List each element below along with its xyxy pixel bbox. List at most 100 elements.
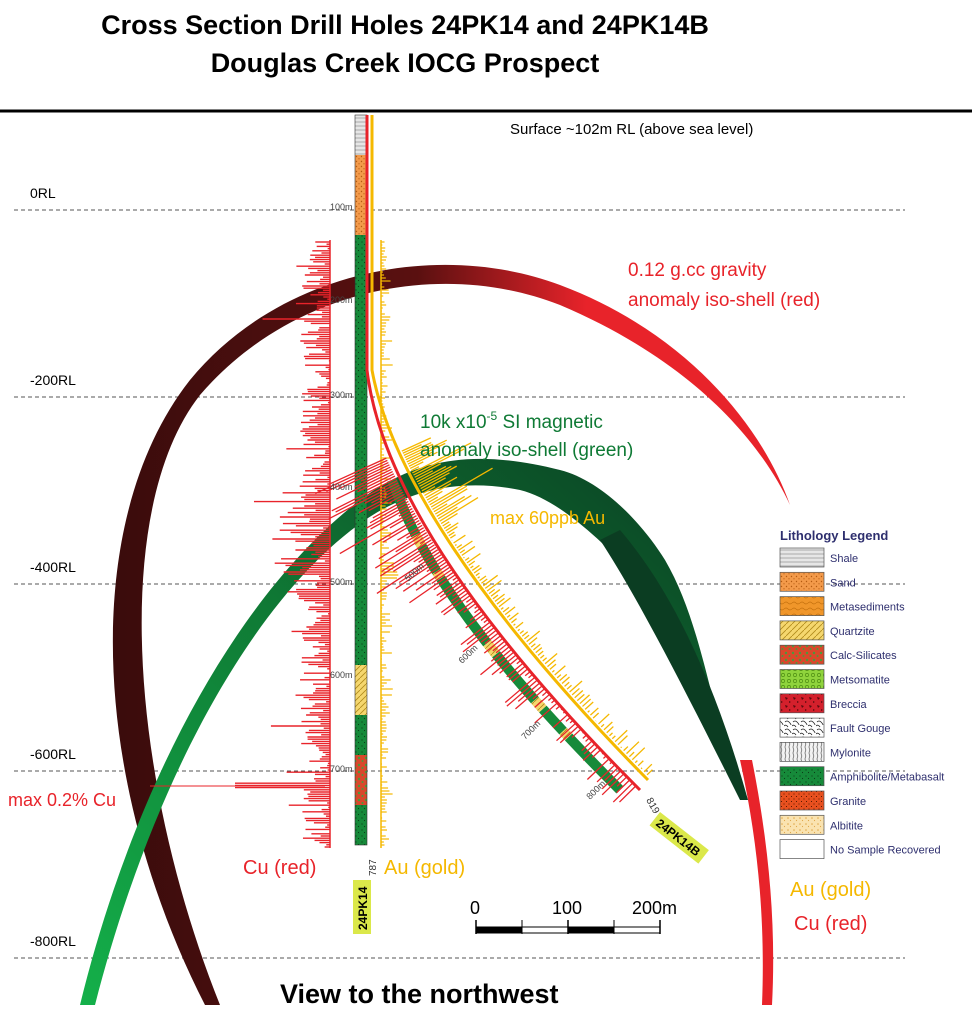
au-bar (643, 763, 653, 773)
cu-bar (497, 651, 514, 666)
au-bar (466, 553, 481, 564)
cu-bar (409, 572, 454, 604)
au-bar (402, 444, 422, 454)
au-bar (515, 621, 524, 629)
au-bar (526, 630, 541, 643)
cu-bar (402, 561, 447, 592)
cu-bar (601, 752, 604, 755)
au-bar (646, 769, 653, 776)
au-bar (524, 634, 530, 640)
cu-bar (604, 767, 618, 781)
right-cu-label: Cu (red) (794, 913, 867, 935)
cu-bar (616, 780, 630, 794)
legend-item-label: Mylonite (830, 747, 871, 759)
au-bar (519, 630, 525, 634)
legend-item-label: No Sample Recovered (830, 845, 941, 857)
au-bar (551, 669, 555, 673)
cu-bar (466, 624, 493, 645)
depth-mark: 700m (330, 764, 353, 774)
au-bar (412, 442, 472, 474)
au-bar (542, 657, 548, 662)
legend-title: Lithology Legend (780, 528, 888, 543)
rl-label: 0RL (30, 185, 56, 201)
magnetic-label-text: 10k x10 (420, 412, 487, 433)
au-bar (556, 674, 562, 679)
legend-item-label: Quartzite (830, 626, 875, 638)
cu-bar (389, 512, 416, 529)
cu-bar (330, 457, 387, 485)
au-bar (488, 588, 496, 595)
au-bar (482, 574, 499, 587)
cu-bar (512, 668, 528, 683)
au-bar (513, 623, 516, 626)
cu-bar (452, 577, 457, 581)
au-bar (425, 482, 452, 499)
cu-bar (440, 592, 469, 614)
au-bar (637, 760, 644, 767)
legend-item-label: Metsomatite (830, 675, 890, 687)
cu-legend-label: Cu (red) (243, 857, 316, 879)
cu-bar (506, 663, 524, 678)
au-bar (405, 439, 448, 461)
au-bar (459, 549, 466, 554)
cu-bar (480, 616, 486, 621)
au-bar (470, 565, 474, 569)
au-bar (533, 643, 541, 651)
cu-bar (463, 603, 476, 613)
au-bar (468, 560, 476, 566)
au-bar (569, 680, 583, 693)
au-bar (634, 760, 638, 764)
cu-bar (372, 517, 419, 546)
au-bar (631, 747, 646, 761)
cu-bar (581, 740, 592, 752)
cu-bar (495, 643, 508, 654)
gravity-label-line1: 0.12 g.cc gravity (628, 260, 767, 281)
au-bar (477, 576, 481, 579)
au-bar (549, 663, 557, 670)
cu-bar (443, 595, 471, 616)
au-bar (603, 721, 613, 731)
au-bar (623, 746, 629, 752)
legend-swatch (779, 596, 825, 616)
legend-item-label: Albitite (830, 820, 863, 832)
au-bar (490, 589, 501, 597)
depth-mark: 400m (330, 482, 353, 492)
right-au-label: Au (gold) (790, 879, 871, 901)
depth-mark: 700m (519, 718, 542, 741)
cu-bar (328, 482, 399, 520)
cu-bar (582, 735, 587, 739)
au-bar (475, 572, 480, 577)
au-bar (409, 461, 424, 470)
cu-bar (416, 522, 422, 526)
cu-bar (396, 496, 407, 503)
au-bar (464, 557, 470, 561)
cu-bar (582, 732, 584, 734)
cu-bar (517, 682, 540, 702)
magnetic-anomaly-shell-edge (600, 530, 748, 800)
cu-bar (378, 529, 426, 560)
au-bar (433, 503, 448, 513)
au-bar (517, 628, 521, 632)
depth-mark: 500m (330, 577, 353, 587)
legend-item-label: Fault Gouge (830, 723, 891, 735)
cu-bar (491, 654, 517, 676)
au-bar (492, 594, 499, 600)
cu-bar (506, 679, 538, 707)
legend-item-label: Sand (830, 577, 856, 589)
cu-bar (465, 613, 484, 629)
legend-swatch (779, 547, 825, 568)
legend-swatch (779, 644, 825, 665)
cu-bar (366, 475, 396, 491)
au-bar (417, 465, 452, 485)
au-bar (406, 442, 446, 463)
cu-bar (616, 777, 627, 787)
cu-bar (419, 536, 431, 545)
cu-bar (491, 635, 501, 644)
depth-marks-24pk14: 100m 200m 300m 400m 500m 600m 700m (330, 202, 353, 774)
cu-bar (366, 503, 410, 529)
au-bar (614, 729, 628, 743)
au-bar (429, 467, 493, 506)
cu-bar (369, 500, 409, 524)
hole-24pk14b-end-depth: 819 (643, 796, 661, 816)
